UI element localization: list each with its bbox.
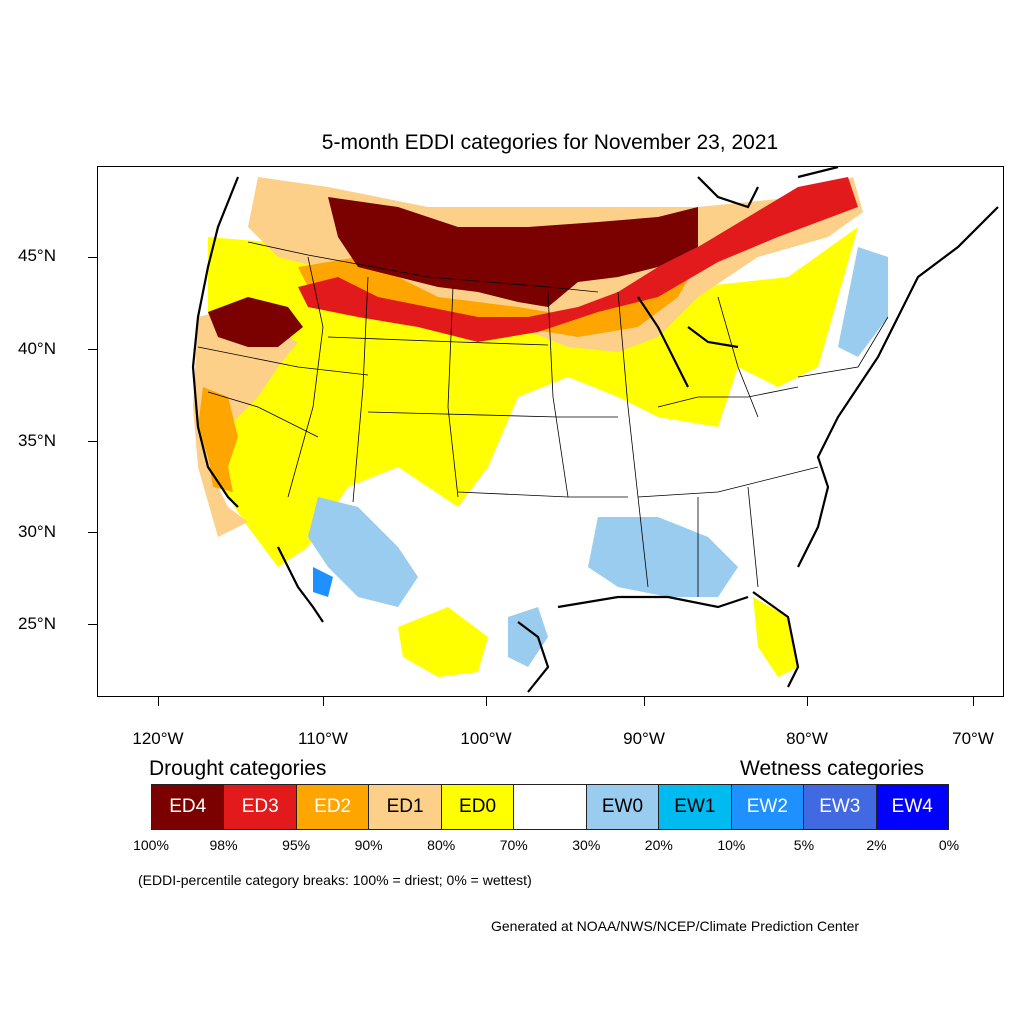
break-label: 80% bbox=[427, 837, 456, 853]
lon-tick-100w bbox=[486, 697, 487, 706]
map-title: 5-month EDDI categories for November 23,… bbox=[321, 131, 779, 154]
legend-cell-ed1: ED1 bbox=[369, 785, 442, 829]
lon-label-90w: 90°W bbox=[623, 729, 665, 748]
lon-label-100w: 100°W bbox=[460, 729, 512, 748]
break-label: 5% bbox=[793, 837, 815, 853]
break-label: 2% bbox=[866, 837, 887, 853]
lon-tick-80w bbox=[807, 697, 808, 706]
lat-label-35n: 35°N bbox=[18, 431, 56, 450]
lon-label-120w: 120°W bbox=[132, 729, 184, 748]
lat-tick-25n bbox=[88, 624, 97, 625]
lon-label-80w: 80°W bbox=[786, 729, 828, 748]
legend-cell-ew2: EW2 bbox=[731, 785, 805, 829]
map-panel bbox=[97, 166, 1004, 697]
ed0-region-texas bbox=[398, 607, 488, 677]
wetness-categories-heading: Wetness categories bbox=[740, 757, 925, 780]
lon-label-110w: 110°W bbox=[298, 729, 348, 748]
legend-cell-ew0: EW0 bbox=[586, 785, 660, 829]
legend-cell-ed2: ED2 bbox=[296, 785, 370, 829]
lon-tick-110w bbox=[323, 697, 324, 706]
legend-cell-ew4: EW4 bbox=[876, 785, 948, 829]
eddi-map bbox=[191, 167, 999, 693]
lon-tick-90w bbox=[644, 697, 645, 706]
category-color-bar: ED4 ED3 ED2 ED1 ED0 EW0 EW1 EW2 EW3 EW4 bbox=[151, 784, 949, 830]
break-label: 95% bbox=[282, 837, 311, 853]
lat-label-25n: 25°N bbox=[18, 614, 56, 633]
ed2-region-west bbox=[198, 387, 238, 492]
legend-cell-ed3: ED3 bbox=[224, 785, 297, 829]
break-label: 0% bbox=[938, 837, 960, 853]
break-label: 70% bbox=[499, 837, 528, 853]
lat-label-30n: 30°N bbox=[18, 522, 56, 541]
category-break-note: (EDDI-percentile category breaks: 100% =… bbox=[138, 872, 532, 888]
ew0-region-south bbox=[308, 497, 418, 607]
legend-cell-ew1: EW1 bbox=[659, 785, 732, 829]
coastlines bbox=[191, 167, 999, 693]
legend-cell-ed4: ED4 bbox=[152, 785, 225, 829]
category-fills bbox=[193, 177, 888, 677]
legend-cell-ew3: EW3 bbox=[804, 785, 877, 829]
ed4-region-west bbox=[208, 297, 303, 347]
legend-cell-neutral bbox=[514, 785, 587, 829]
lon-tick-70w bbox=[973, 697, 974, 706]
state-boundaries bbox=[197, 241, 889, 597]
drought-categories-heading: Drought categories bbox=[149, 757, 327, 780]
lat-tick-30n bbox=[88, 532, 97, 533]
break-label: 30% bbox=[572, 837, 601, 853]
ew2-region bbox=[313, 567, 333, 597]
lat-label-40n: 40°N bbox=[18, 339, 56, 358]
ew0-region-southeast bbox=[588, 517, 738, 597]
lat-tick-45n bbox=[88, 257, 97, 258]
ew0-region-texas bbox=[508, 607, 548, 667]
lon-label-70w: 70°W bbox=[952, 729, 994, 748]
break-label: 90% bbox=[354, 837, 383, 853]
ed1-region-west bbox=[193, 307, 298, 537]
break-label: 98% bbox=[209, 837, 238, 853]
lat-tick-40n bbox=[88, 349, 97, 350]
lat-label-45n: 45°N bbox=[18, 246, 56, 265]
break-label: 10% bbox=[717, 837, 746, 853]
ed4-region-north bbox=[328, 197, 698, 307]
credit-line: Generated at NOAA/NWS/NCEP/Climate Predi… bbox=[491, 918, 860, 934]
ew0-region-northeast bbox=[838, 247, 888, 357]
lat-tick-35n bbox=[88, 441, 97, 442]
lon-tick-120w bbox=[158, 697, 159, 706]
break-label: 100% bbox=[133, 837, 169, 853]
legend-cell-ed0: ED0 bbox=[441, 785, 515, 829]
break-label: 20% bbox=[644, 837, 673, 853]
ed3-region bbox=[298, 177, 858, 342]
